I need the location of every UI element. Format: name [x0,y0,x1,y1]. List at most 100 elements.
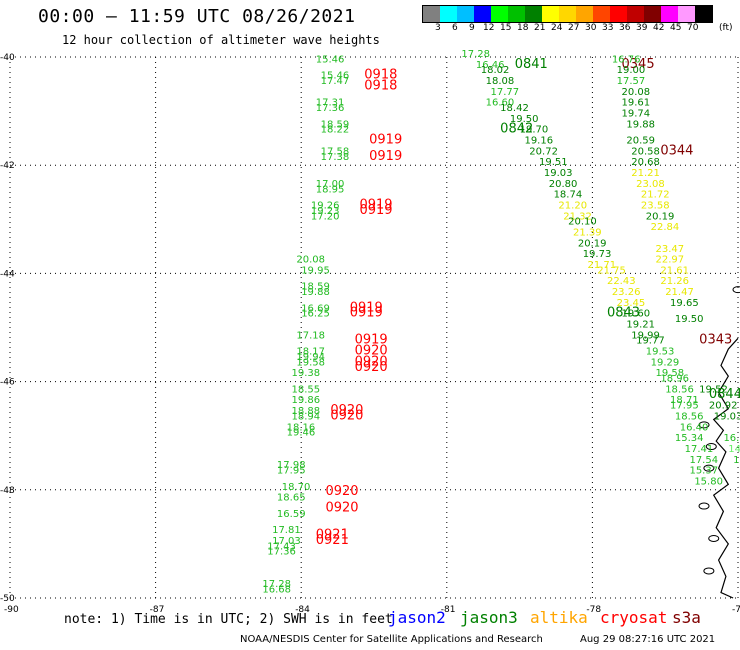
swh-value-label: 18.95 [316,184,345,195]
chart-title: 00:00 – 11:59 UTC 08/26/2021 [38,6,356,27]
swh-value-label: 19.52 [699,384,728,395]
swh-value-label: 18.59 [301,282,330,293]
swh-value-label: 15.34 [675,433,704,444]
pass-time-label: 0919 [355,333,388,348]
colorbar-swatch [457,6,474,22]
swh-value-label: 19.03 [714,411,740,422]
legend-cryosat: cryosat [600,608,668,627]
coastline [712,337,739,599]
pass-time-label: 0919 [350,300,383,315]
swh-value-label: 17.43 [267,541,296,552]
swh-value-label: 21.75 [597,265,626,276]
swh-value-label: 22.84 [651,222,680,233]
colorbar-level-label: 3 [435,23,441,33]
swh-value-label: 18.59 [321,119,350,130]
chart-subtitle: 12 hour collection of altimeter wave hei… [62,33,380,47]
swh-value-label: 17.58 [321,146,350,157]
colorbar-unit-label: (ft) [719,23,733,33]
pass-time-label: 0919 [350,306,383,321]
swh-value-label: 19.61 [622,98,651,109]
swh-value-label: 19.94 [296,352,325,363]
colorbar-level-label: 9 [469,23,475,33]
swh-value-label: 23.58 [641,200,670,211]
pass-time-label: 0919 [359,197,392,212]
colorbar-swatch [423,6,440,22]
swh-value-label: 19.16 [524,136,553,147]
swh-value-label: 19.50 [510,114,539,125]
pass-time-label: 0920 [355,360,388,375]
swh-value-label: 19.95 [301,265,330,276]
legend-altika: altika [530,608,588,627]
swh-value-label: 16.59 [277,509,306,520]
pass-time-label: 0918 [364,68,397,83]
colorbar-swatch [559,6,576,22]
swh-value-label: 23.08 [636,179,665,190]
swh-value-label: 16.46 [476,60,505,71]
swh-value-label: 20.08 [296,255,325,266]
swh-value-label: 15.90 [733,455,740,466]
swh-value-label: 21.20 [558,200,587,211]
colorbar-level-label: 33 [602,23,614,33]
x-tick-label: -90 [4,605,19,615]
colorbar-swatch [678,6,695,22]
pass-time-label: 0921 [316,533,349,548]
swh-value-label: 18.02 [481,65,510,76]
swh-value-label: 19.51 [539,157,568,168]
coast-island [732,286,740,294]
swh-value-label: 15.46 [321,71,350,82]
swh-value-label: 17.77 [490,87,519,98]
swh-value-label: 17.18 [296,330,325,341]
pass-time-label: 0843 [607,306,640,321]
pass-time-label: 0344 [660,143,693,158]
colorbar-level-label: 45 [670,23,682,33]
swh-value-label: 19.29 [651,357,680,368]
swh-value-label: 20.10 [568,217,597,228]
swh-value-label: 17.36 [267,547,296,558]
pass-time-label: 0841 [515,57,548,72]
swh-value-label: 18.88 [291,406,320,417]
swh-value-label: 19.03 [544,168,573,179]
swh-value-label: 18.22 [321,125,350,136]
swh-value-label: 17.54 [689,455,718,466]
swh-value-label: 22.43 [607,276,636,287]
colorbar-level-label: 39 [636,23,648,33]
swh-value-label: 23.45 [617,298,646,309]
swh-value-label: 19.00 [617,65,646,76]
y-tick-label: -46 [0,378,15,388]
footer-timestamp: Aug 29 08:27:16 UTC 2021 [580,634,716,645]
swh-value-label: 19.74 [622,109,651,120]
swh-value-label: 18.96 [660,374,689,385]
pass-time-label: 0920 [330,408,363,423]
legend-s3a: s3a [672,608,701,627]
swh-value-label: 16.76 [612,54,641,65]
swh-value-label: 20.08 [622,87,651,98]
swh-value-label: 19.60 [622,309,651,320]
pass-time-label: 0343 [699,333,732,348]
swh-value-label: 20.59 [626,136,655,147]
swh-value-label: 19.58 [655,368,684,379]
pass-time-label: 0918 [364,78,397,93]
colorbar-swatch [661,6,678,22]
swh-value-label: 19.38 [291,368,320,379]
swh-value-label: 18.56 [675,411,704,422]
pass-time-label: 0920 [355,344,388,359]
swh-value-label: 17.41 [685,444,714,455]
swh-value-label: 19.26 [311,200,340,211]
colorbar-swatch [474,6,491,22]
swh-value-label: 21.26 [660,276,689,287]
swh-value-label: 20.92 [709,401,738,412]
colorbar-level-label: 42 [653,23,665,33]
colorbar-swatch [576,6,593,22]
pass-time-label: 0920 [325,500,358,515]
swh-value-label: 19.86 [291,395,320,406]
swh-value-label: 16.60 [486,98,515,109]
colorbar-swatch [508,6,525,22]
swh-value-label: 18.55 [291,384,320,395]
swh-value-label: 18.08 [486,76,515,87]
swh-colorbar-labels: 3 6 9 12 15 18 21 24 27 30 33 36 39 42 45 70 (ft) [422,23,740,35]
legend-jason2: jason2 [388,608,446,627]
pass-time-label: 0844 [709,387,740,402]
swh-value-label: 17.81 [272,525,301,536]
